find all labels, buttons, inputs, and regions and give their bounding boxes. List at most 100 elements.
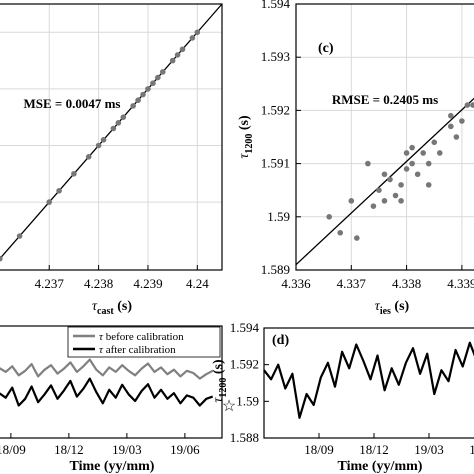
panel-c-plot-area (296, 4, 474, 270)
panel-b-axes-frame (0, 325, 223, 439)
panel-a-plot-area (0, 4, 222, 270)
panel-b-xtick-label: 18/09 (0, 442, 26, 457)
panel-c-point (398, 182, 404, 188)
panel-a-point (56, 187, 62, 194)
panel-a-point (145, 86, 151, 92)
panel-c-ytick-label: 1.594 (261, 0, 291, 11)
panel-d-series-line (263, 341, 474, 419)
panel-c-point (464, 102, 471, 108)
panel-a-point (0, 255, 3, 262)
panel-c-point (381, 171, 388, 178)
panel-c-ylabel: τ1200 (s) (237, 115, 255, 159)
panel-c-point (453, 134, 460, 140)
panel-d-xtick-label: 18/12 (359, 442, 389, 457)
panel-c-point (403, 150, 410, 156)
panel-b-star-marker: ☆ (222, 398, 236, 415)
panel-a-xtick-label: 4.239 (133, 276, 162, 291)
panel-a-axes-frame (0, 3, 223, 271)
panel-a-point (46, 199, 53, 205)
panel-c-point (354, 235, 360, 241)
panel-c-point (348, 198, 355, 204)
panel-a-point (140, 91, 146, 98)
panel-a-point (16, 233, 23, 239)
panel-c-point (392, 192, 399, 199)
panel-d-ytick-label: 1.588 (230, 430, 259, 445)
panel-a-point (179, 46, 186, 53)
panel-b-xtick-label: 18/12 (54, 442, 84, 457)
panel-c-point (403, 166, 410, 172)
panel-a-point (71, 170, 77, 177)
panel-b-series-after (0, 377, 214, 407)
panel-b-series-before (0, 358, 214, 380)
panel-c-point (409, 144, 415, 151)
panel-c-point (376, 187, 382, 193)
panel-c-point (448, 112, 454, 119)
panel-a-point (85, 154, 92, 160)
panel-d-axes-frame (263, 327, 474, 439)
panel-c-ytick-label: 1.589 (261, 262, 290, 277)
panel-c-scatter: 4.336 4.337 4.338 4.339 1.589 1.59 1.591 1.592 1… (237, 0, 474, 317)
panel-a-point (189, 35, 196, 41)
panel-a-point (130, 103, 136, 109)
panel-c-rmse-annotation: RMSE = 0.2405 ms (332, 92, 438, 107)
panel-c-ytick-label: 1.591 (261, 156, 290, 171)
panel-c-ytick-label: 1.593 (261, 49, 290, 64)
panel-a-point (110, 125, 117, 132)
panel-b-xlabel: Time (yy/mm) (70, 459, 155, 474)
panel-d-xtick-label: 18/09 (304, 442, 334, 457)
panel-b-legend-box (67, 326, 221, 358)
panel-c-point (425, 160, 432, 167)
panel-b-legend-entry: τ before calibration (99, 331, 184, 343)
panel-d-plot-area (264, 328, 474, 438)
panel-c-point (448, 123, 454, 130)
panel-a-xtick-label: 4.237 (35, 276, 65, 291)
panel-c-xtick-label: 4.339 (447, 276, 474, 291)
panel-a-point (174, 52, 181, 58)
panel-a-point (150, 80, 156, 87)
panel-a-point (135, 97, 141, 104)
panel-c-point (409, 160, 415, 167)
panel-c-axes-frame (295, 3, 474, 271)
panel-c-point (365, 160, 371, 167)
panel-c-xtick-label: 4.337 (337, 276, 367, 291)
panel-c-point (436, 150, 443, 156)
panel-a-point (115, 120, 122, 126)
panel-b-timeseries: 18/09 18/12 19/03 19/06 ☆ τ before calibratio… (0, 325, 236, 474)
panel-a-rmse-annotation: MSE = 0.0047 ms (24, 96, 121, 111)
panel-a-point (169, 57, 176, 64)
panel-a-scatter: 4.237 4.238 4.239 4.24 MSE = 0.0047 ms τcast … (0, 3, 223, 317)
panel-c-point (420, 150, 426, 156)
panel-a-point (194, 29, 201, 36)
panel-c-label: (c) (318, 41, 334, 56)
panel-d-xlabel: Time (yy/mm) (338, 459, 423, 474)
panel-d-ylabel: τ1200 (s) (211, 359, 229, 403)
panel-b-xtick-label: 19/03 (112, 442, 142, 457)
panel-c-ytick-label: 1.59 (267, 209, 290, 224)
panel-c-xlabel: τies (s) (375, 299, 410, 317)
panel-c-point (326, 214, 332, 220)
panel-a-xtick-label: 4.238 (84, 276, 113, 291)
panel-c-xtick-label: 4.338 (392, 276, 421, 291)
panel-c-point (370, 203, 377, 209)
panel-b-xtick-label: 19/06 (170, 442, 200, 457)
panel-a-point (159, 69, 166, 75)
panel-a-point (100, 137, 107, 143)
panel-d-ytick-label: 1.59 (236, 393, 259, 408)
panel-d-xtick-label: 19/06 (469, 442, 474, 457)
panel-c-point (398, 198, 404, 204)
panel-d-xtick-label: 19/03 (414, 442, 444, 457)
panel-c-point (337, 229, 344, 236)
panel-c-point (459, 118, 465, 124)
panel-d-ytick-label: 1.594 (230, 320, 260, 335)
panel-c-point (425, 182, 432, 188)
panel-a-point (120, 114, 127, 120)
panel-d-ytick-label: 1.592 (230, 357, 259, 372)
panel-d-label: (d) (272, 333, 289, 348)
panel-c-point (387, 176, 393, 183)
panel-c-point (470, 102, 474, 108)
panel-c-xtick-label: 4.336 (281, 276, 311, 291)
panel-c-point (381, 198, 388, 204)
panel-d-timeseries: 18/09 18/12 19/03 19/06 1.588 1.59 1.592 1.594 (… (211, 320, 474, 474)
